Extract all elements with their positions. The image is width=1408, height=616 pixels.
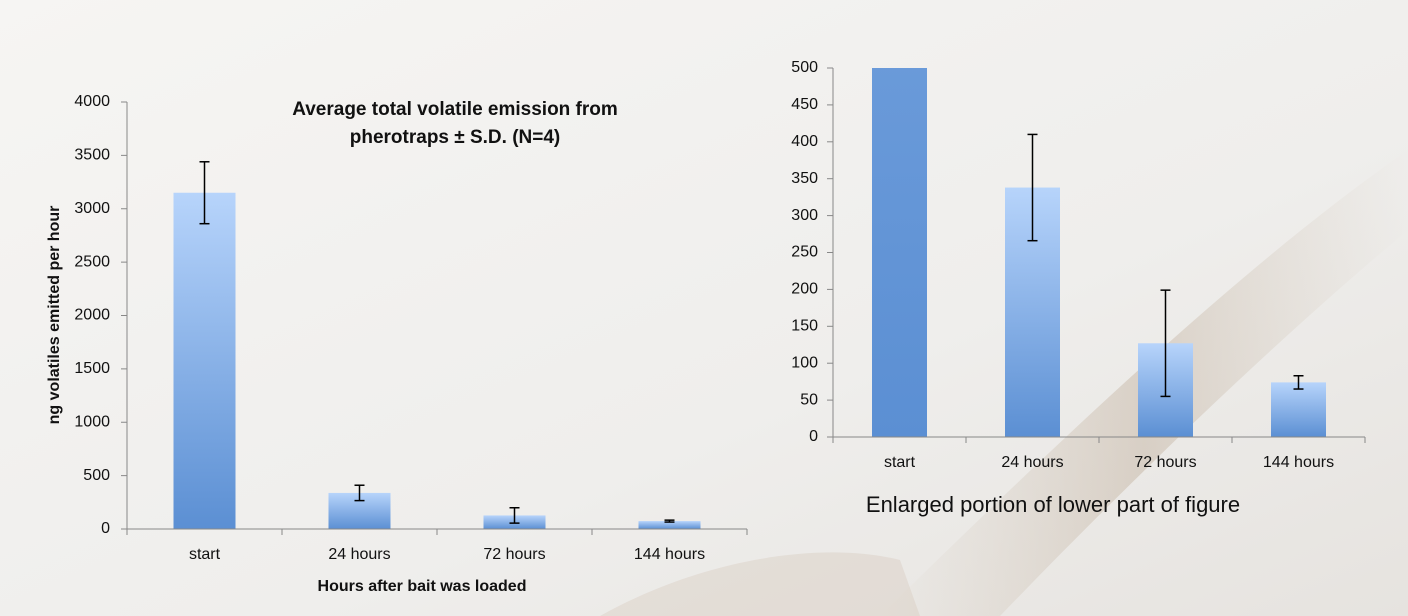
plot-area — [173, 161, 701, 529]
error-bar — [664, 519, 675, 523]
y-tick-label: 500 — [83, 467, 110, 484]
y-tick-label: 2500 — [74, 253, 110, 270]
y-tick-label: 300 — [791, 207, 818, 224]
chart: 0 50 100 150 200 250 300 350 400 450 500 start 24 ho… — [791, 59, 1366, 517]
bar — [173, 192, 236, 529]
bar — [638, 521, 701, 529]
y-tick-label: 200 — [791, 281, 818, 298]
error-bar — [199, 161, 210, 225]
x-tick-label: 24 hours — [1001, 454, 1063, 471]
error-bar — [509, 507, 520, 524]
x-tick-label: 72 hours — [483, 546, 545, 563]
chart-title: Average total volatile emission from — [292, 99, 618, 120]
chart: 0 500 1000 1500 2000 2500 3000 3500 4000 start 24 … — [46, 93, 748, 595]
y-tick-label: 250 — [791, 244, 818, 261]
y-tick-label: 3500 — [74, 147, 110, 164]
plot-area — [872, 68, 1326, 437]
y-tick-label: 350 — [791, 170, 818, 187]
y-tick-label: 2000 — [74, 307, 110, 324]
y-tick-label: 450 — [791, 96, 818, 113]
x-tick-label: start — [884, 454, 916, 471]
x-tick-label: 144 hours — [634, 546, 705, 563]
x-tick-label: 144 hours — [1263, 454, 1334, 471]
y-tick-label: 150 — [791, 318, 818, 335]
y-tick-label: 100 — [791, 354, 818, 371]
y-tick-label: 4000 — [74, 93, 110, 110]
bar — [872, 68, 927, 437]
x-tick-label: start — [189, 546, 221, 563]
y-tick-label: 500 — [791, 59, 818, 76]
y-axis-label: ng volatiles emitted per hour — [46, 206, 63, 425]
error-bar — [1160, 289, 1171, 398]
error-bar — [1027, 133, 1038, 242]
error-bar — [1293, 374, 1304, 390]
y-tick-label: 3000 — [74, 200, 110, 217]
background-blur — [600, 552, 920, 616]
bar — [1271, 382, 1326, 437]
x-tick-label: 24 hours — [328, 546, 390, 563]
y-tick-label: 400 — [791, 133, 818, 150]
annotation: Enlarged portion of lower part of figure — [866, 492, 1240, 517]
y-tick-label: 1500 — [74, 360, 110, 377]
y-tick-label: 0 — [809, 428, 818, 445]
y-tick-label: 1000 — [74, 413, 110, 430]
x-axis-label: Hours after bait was loaded — [318, 578, 527, 595]
y-tick-label: 0 — [101, 520, 110, 537]
y-tick-label: 50 — [800, 391, 818, 408]
error-bar — [354, 484, 365, 502]
chart-title: pherotraps ± S.D. (N=4) — [350, 127, 561, 148]
x-tick-label: 72 hours — [1134, 454, 1196, 471]
